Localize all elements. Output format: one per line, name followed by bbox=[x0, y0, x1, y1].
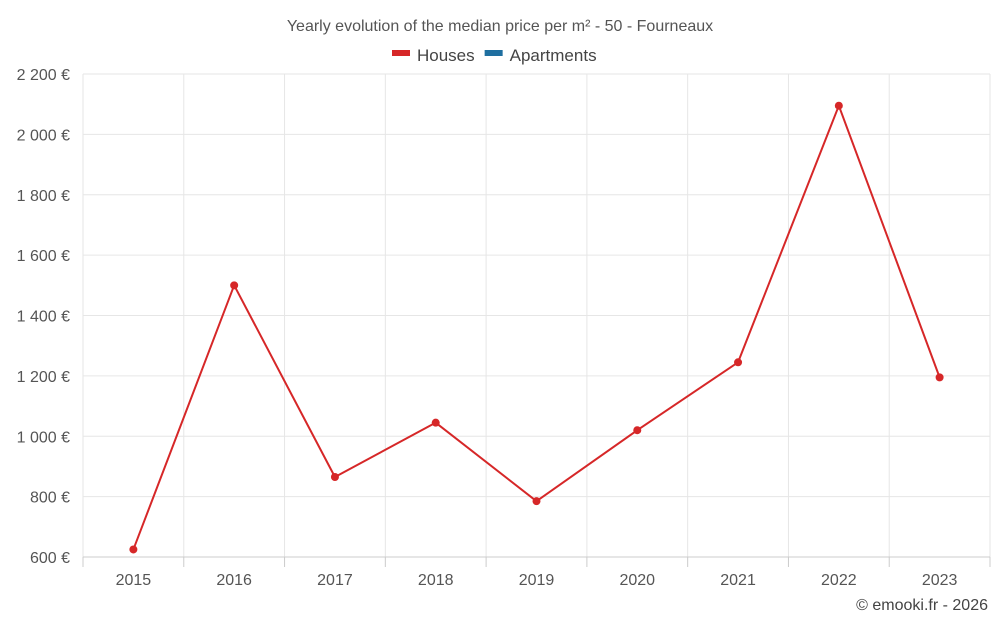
data-point[interactable] bbox=[734, 358, 743, 367]
x-tick-label: 2020 bbox=[619, 572, 655, 589]
credit-text: © emooki.fr - 2026 bbox=[856, 597, 988, 614]
legend-label: Houses bbox=[417, 46, 475, 65]
data-point[interactable] bbox=[633, 426, 642, 435]
x-tick-label: 2019 bbox=[519, 572, 555, 589]
y-tick-label: 800 € bbox=[30, 490, 70, 507]
data-point[interactable] bbox=[129, 545, 138, 554]
data-point[interactable] bbox=[431, 418, 440, 427]
y-tick-label: 1 600 € bbox=[17, 248, 70, 265]
data-point[interactable] bbox=[935, 373, 944, 382]
x-tick-label: 2015 bbox=[116, 572, 152, 589]
data-point[interactable] bbox=[230, 281, 239, 290]
y-tick-label: 1 400 € bbox=[17, 309, 70, 326]
legend: Houses Apartments bbox=[392, 46, 597, 65]
x-tick-label: 2018 bbox=[418, 572, 454, 589]
series-layer bbox=[129, 101, 944, 554]
x-tick-label: 2021 bbox=[720, 572, 756, 589]
x-tick-label: 2022 bbox=[821, 572, 857, 589]
y-tick-label: 1 800 € bbox=[17, 188, 70, 205]
data-point[interactable] bbox=[532, 497, 541, 506]
data-point[interactable] bbox=[330, 473, 339, 482]
grid bbox=[82, 73, 991, 557]
series-line-houses bbox=[132, 104, 941, 550]
legend-swatch bbox=[392, 50, 410, 56]
y-tick-label: 1 200 € bbox=[17, 369, 70, 386]
x-tick-label: 2023 bbox=[922, 572, 958, 589]
y-tick-label: 600 € bbox=[30, 550, 70, 567]
legend-item-houses[interactable]: Houses bbox=[392, 46, 475, 65]
legend-label: Apartments bbox=[510, 46, 597, 65]
y-tick-label: 1 000 € bbox=[17, 429, 70, 446]
data-point[interactable] bbox=[834, 101, 843, 110]
legend-swatch bbox=[484, 50, 503, 56]
x-tick-label: 2017 bbox=[317, 572, 353, 589]
x-axis: 2015 2016 2017 2018 2019 2020 2021 2022 2023 bbox=[82, 556, 991, 589]
x-tick-label: 2016 bbox=[216, 572, 252, 589]
legend-item-apartments[interactable]: Apartments bbox=[484, 46, 597, 65]
chart-title: Yearly evolution of the median price per… bbox=[287, 18, 713, 35]
y-tick-label: 2 200 € bbox=[17, 67, 70, 84]
y-axis: 600 € 800 € 1 000 € 1 200 € 1 400 € 1 600 € 1 … bbox=[17, 67, 70, 567]
y-tick-label: 2 000 € bbox=[17, 127, 70, 144]
